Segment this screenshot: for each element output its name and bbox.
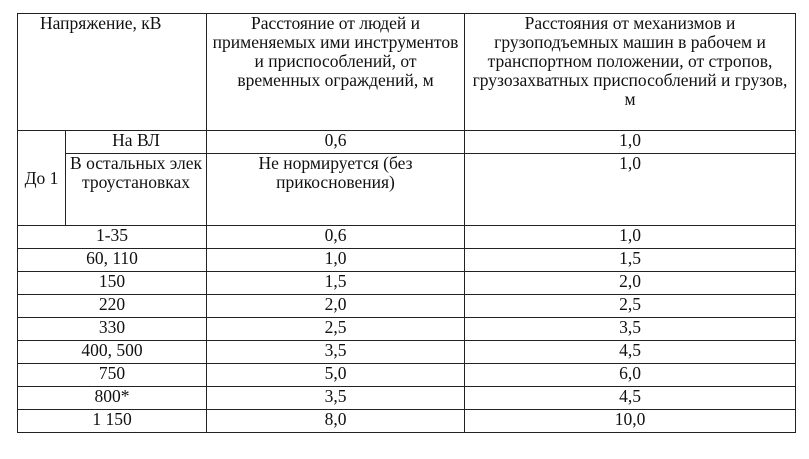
voltage-cell: 1 150: [16, 409, 208, 433]
machines-distance-cell: 1,5: [464, 248, 797, 272]
group-label-cell: До 1: [17, 130, 66, 226]
voltage-cell: 750: [16, 363, 208, 387]
header-machines-distance: Расстояния от механизмов и грузоподъемны…: [464, 13, 797, 131]
people-distance-cell: 0,6: [206, 225, 466, 249]
table-row: В остальных электроустановках Не нормиру…: [18, 153, 797, 226]
table-row: 60, 110 1,0 1,5: [16, 248, 797, 272]
people-distance-cell: Не нормируется (без прикосновения): [206, 153, 466, 226]
voltage-cell: 800*: [16, 386, 208, 410]
table-row: 1 150 8,0 10,0: [16, 409, 797, 433]
document-page: Напряжение, кВ Расстояние от людей и при…: [16, 13, 797, 433]
table-row: 150 1,5 2,0: [16, 271, 797, 295]
people-distance-cell: 1,5: [206, 271, 466, 295]
people-distance-cell: 5,0: [206, 363, 466, 387]
header-people-distance: Расстояние от людей и применяемых ими ин…: [206, 13, 466, 131]
voltage-cell: 150: [16, 271, 208, 295]
voltage-cell: 330: [16, 317, 208, 341]
table-row: 330 2,5 3,5: [16, 317, 797, 341]
voltage-cell: На ВЛ: [64, 130, 208, 154]
people-distance-cell: 3,5: [206, 340, 466, 364]
distance-table: Напряжение, кВ Расстояние от людей и при…: [16, 13, 797, 433]
people-distance-cell: 8,0: [206, 409, 466, 433]
people-distance-cell: 3,5: [206, 386, 466, 410]
table-body: Напряжение, кВ Расстояние от людей и при…: [16, 13, 797, 433]
machines-distance-cell: 10,0: [464, 409, 797, 433]
header-row: Напряжение, кВ Расстояние от людей и при…: [16, 13, 797, 131]
voltage-cell: В остальных электроустановках: [64, 153, 208, 226]
machines-distance-cell: 4,5: [464, 386, 797, 410]
table-row: 1-35 0,6 1,0: [16, 225, 797, 249]
table-row: 800* 3,5 4,5: [16, 386, 797, 410]
voltage-cell: 400, 500: [16, 340, 208, 364]
table-row: 400, 500 3,5 4,5: [16, 340, 797, 364]
machines-distance-cell: 1,0: [464, 130, 797, 154]
people-distance-cell: 1,0: [206, 248, 466, 272]
table-row: До 1 На ВЛ 0,6 1,0: [17, 130, 797, 226]
machines-distance-cell: 4,5: [464, 340, 797, 364]
people-distance-cell: 0,6: [206, 130, 466, 154]
voltage-cell: 60, 110: [16, 248, 208, 272]
machines-distance-cell: 2,0: [464, 271, 797, 295]
machines-distance-cell: 3,5: [464, 317, 797, 341]
voltage-cell: 220: [16, 294, 208, 318]
people-distance-cell: 2,0: [206, 294, 466, 318]
people-distance-cell: 2,5: [206, 317, 466, 341]
machines-distance-cell: 6,0: [464, 363, 797, 387]
machines-distance-cell: 1,0: [464, 153, 797, 226]
table-row: 220 2,0 2,5: [16, 294, 797, 318]
voltage-cell: 1-35: [16, 225, 208, 249]
machines-distance-cell: 1,0: [464, 225, 797, 249]
table-row: 750 5,0 6,0: [16, 363, 797, 387]
header-voltage: Напряжение, кВ: [16, 13, 208, 131]
machines-distance-cell: 2,5: [464, 294, 797, 318]
